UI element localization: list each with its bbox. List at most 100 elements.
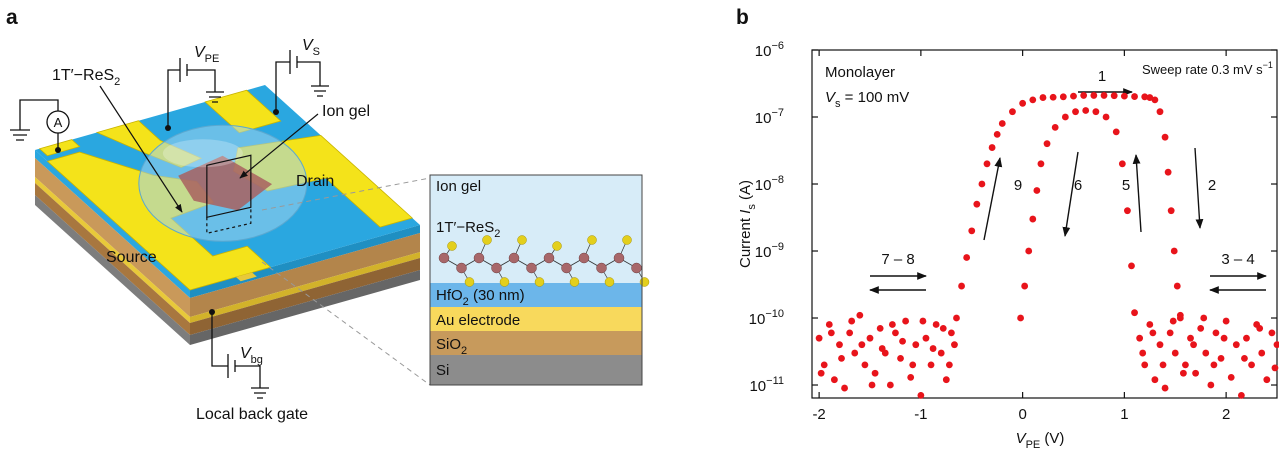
data-point bbox=[942, 376, 950, 384]
data-point bbox=[876, 324, 884, 332]
step-label: 7 – 8 bbox=[881, 251, 914, 268]
chalcogen-atom bbox=[569, 277, 580, 287]
panel-label: b bbox=[736, 6, 749, 29]
data-point bbox=[1009, 108, 1016, 116]
text: Sweep rate 0.3 mV s bbox=[1142, 62, 1263, 77]
cs-label: HfO2 (30 nm) bbox=[436, 287, 525, 308]
data-point bbox=[953, 314, 960, 322]
zoom-box bbox=[206, 154, 252, 219]
tick-base: 10 bbox=[749, 378, 766, 395]
y-tick-label: 10−8 bbox=[755, 174, 784, 194]
data-point bbox=[958, 282, 965, 290]
data-point bbox=[1241, 354, 1248, 362]
data-point bbox=[947, 329, 955, 337]
data-point bbox=[871, 369, 879, 377]
data-point bbox=[937, 349, 945, 357]
data-point bbox=[1156, 341, 1164, 349]
data-point bbox=[1112, 128, 1120, 136]
cross-section: Ion gel 1T′−ReS2 HfO2 (30 nm) Au electro… bbox=[429, 174, 650, 386]
data-point bbox=[973, 200, 981, 208]
text: V bbox=[1016, 430, 1028, 447]
data-point bbox=[1151, 376, 1159, 384]
data-point bbox=[1059, 93, 1067, 101]
frame bbox=[429, 174, 643, 386]
data-point bbox=[988, 144, 996, 151]
data-point bbox=[927, 361, 935, 369]
data-point bbox=[1061, 113, 1069, 121]
y-tick-label: 10−11 bbox=[749, 375, 784, 395]
metal-atom bbox=[456, 262, 467, 274]
x-tick-label: 2 bbox=[1222, 406, 1230, 423]
contact-dot bbox=[209, 309, 215, 315]
data-point bbox=[1131, 93, 1138, 100]
annotation: Monolayer bbox=[825, 64, 895, 81]
metal-atom bbox=[543, 252, 555, 264]
data-point bbox=[1173, 282, 1181, 290]
data-point bbox=[1161, 133, 1169, 141]
tick-exponent: −8 bbox=[771, 174, 784, 186]
vpe-label: VPE bbox=[194, 44, 219, 65]
subscript: 2 bbox=[114, 76, 120, 88]
metal-atom bbox=[508, 252, 520, 264]
data-point bbox=[1210, 361, 1218, 369]
data-point bbox=[1120, 92, 1128, 100]
data-point bbox=[1156, 108, 1164, 116]
tick-base: 10 bbox=[755, 110, 772, 127]
si-layer bbox=[430, 355, 642, 385]
ammeter bbox=[46, 110, 70, 134]
data-point bbox=[1017, 314, 1024, 322]
data-point bbox=[861, 361, 869, 369]
data-point bbox=[1092, 108, 1100, 116]
data-point bbox=[1146, 321, 1154, 328]
chalcogen-atom bbox=[639, 277, 650, 287]
contact-dot bbox=[55, 147, 61, 153]
ion-gel-label: Ion gel bbox=[322, 103, 370, 120]
data-point bbox=[827, 329, 835, 337]
contact-dot bbox=[273, 109, 279, 115]
ammeter-wire bbox=[10, 99, 59, 150]
data-point bbox=[1139, 349, 1147, 357]
data-point bbox=[820, 361, 828, 369]
data-point bbox=[878, 345, 886, 352]
data-point bbox=[1268, 329, 1276, 337]
panel-label: a bbox=[6, 6, 18, 29]
vs-label: VS bbox=[302, 37, 320, 58]
data-point bbox=[817, 369, 825, 377]
data-point bbox=[1263, 376, 1271, 384]
data-point bbox=[1273, 341, 1279, 349]
electrode bbox=[204, 89, 282, 134]
device-schematic bbox=[35, 85, 420, 345]
ion-gel-highlight bbox=[162, 139, 243, 168]
data-point bbox=[1136, 334, 1144, 342]
data-point bbox=[1149, 329, 1157, 337]
tick-exponent: −9 bbox=[771, 241, 784, 253]
chalcogen-atom bbox=[482, 235, 492, 245]
side-layer bbox=[190, 225, 420, 298]
tick-exponent: −10 bbox=[765, 308, 784, 320]
ammeter-label: A bbox=[54, 115, 63, 130]
side-layer bbox=[35, 195, 190, 345]
x-axis-label: VPE (V) bbox=[1016, 430, 1065, 451]
data-point bbox=[922, 334, 930, 342]
x-tick-label: 1 bbox=[1120, 406, 1128, 423]
metal-atom bbox=[596, 262, 607, 274]
cs-label: Au electrode bbox=[436, 312, 520, 329]
data-point bbox=[1039, 94, 1047, 101]
side-layer bbox=[190, 270, 420, 345]
data-point bbox=[983, 160, 991, 168]
data-point bbox=[1197, 324, 1205, 332]
data-point bbox=[902, 317, 910, 325]
step-label: 5 bbox=[1122, 177, 1130, 194]
subscript: PE bbox=[205, 53, 220, 65]
arrow bbox=[1132, 154, 1142, 233]
zoom-line bbox=[261, 177, 431, 211]
metal-atom bbox=[473, 252, 485, 264]
data-point bbox=[1118, 160, 1126, 168]
data-point bbox=[1212, 329, 1220, 337]
text: V bbox=[302, 37, 314, 54]
data-point bbox=[1190, 341, 1197, 349]
text: 1T′−ReS bbox=[52, 67, 114, 84]
data-point bbox=[1043, 140, 1051, 148]
data-point bbox=[1051, 123, 1059, 131]
